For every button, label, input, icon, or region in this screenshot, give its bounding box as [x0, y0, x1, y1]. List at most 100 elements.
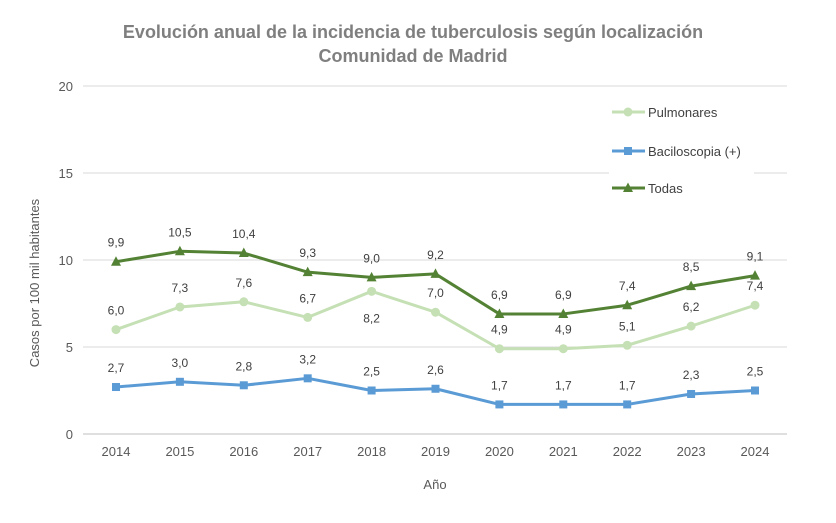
- data-label: 2,7: [108, 361, 125, 375]
- triangle-marker: [302, 266, 313, 277]
- data-label: 7,4: [747, 279, 764, 293]
- square-marker: [687, 389, 696, 398]
- data-label: 4,9: [491, 323, 508, 337]
- triangle-marker: [622, 299, 633, 310]
- y-axis-ticks: 0 5 10 15 20: [59, 79, 73, 442]
- square-marker: [431, 384, 440, 393]
- x-tick-label: 2015: [165, 444, 194, 459]
- series-lines: [111, 245, 760, 409]
- x-tick-label: 2022: [613, 444, 642, 459]
- data-labels: 6,0 7,3 7,6 6,7 8,2 7,0 4,9 4,9 5,1 6,2 7,4 2,7 3,0 2…: [108, 225, 764, 392]
- square-marker: [239, 381, 248, 390]
- square-marker: [751, 386, 759, 395]
- triangle-marker: [750, 270, 760, 280]
- data-label: 10,4: [232, 227, 256, 241]
- y-axis-title: Casos por 100 mil habitantes: [27, 198, 42, 367]
- x-tick-label: 2024: [741, 444, 770, 459]
- data-label: 7,0: [427, 286, 444, 300]
- legend-background: [609, 92, 754, 202]
- circle-marker: [558, 344, 568, 354]
- data-label: 7,3: [172, 281, 189, 295]
- data-label: 9,0: [363, 251, 380, 265]
- y-tick-label: 10: [59, 253, 73, 268]
- y-tick-label: 5: [66, 340, 73, 355]
- data-label: 9,2: [427, 248, 444, 262]
- triangle-marker: [430, 268, 441, 278]
- x-tick-label: 2020: [485, 444, 514, 459]
- square-marker: [112, 383, 120, 392]
- chart-title-line2: Comunidad de Madrid: [318, 46, 508, 66]
- x-tick-label: 2023: [677, 444, 706, 459]
- data-label: 6,9: [555, 288, 572, 302]
- data-label: 6,9: [491, 288, 508, 302]
- x-tick-label: 2014: [102, 444, 131, 459]
- circle-marker: [303, 312, 313, 322]
- legend-label: Baciloscopia (+): [648, 144, 741, 159]
- triangle-marker: [686, 280, 697, 291]
- legend-label: Todas: [648, 181, 683, 196]
- triangle-marker: [494, 308, 505, 318]
- data-label: 2,5: [363, 365, 380, 379]
- y-tick-label: 15: [59, 166, 73, 181]
- legend-label: Pulmonares: [648, 105, 718, 120]
- square-marker: [495, 400, 504, 409]
- circle-marker: [622, 340, 632, 350]
- data-label: 2,6: [427, 363, 444, 377]
- triangle-marker: [366, 271, 377, 282]
- data-label: 1,7: [491, 378, 508, 392]
- chart-title: Evolución anual de la incidencia de tube…: [0, 20, 826, 68]
- circle-marker: [494, 344, 504, 354]
- circle-marker: [111, 325, 121, 335]
- circle-marker: [367, 286, 377, 296]
- data-label: 2,5: [747, 365, 764, 379]
- x-tick-label: 2017: [293, 444, 322, 459]
- x-axis-title: Año: [423, 477, 446, 492]
- circle-marker: [239, 297, 249, 307]
- data-label: 3,0: [172, 356, 189, 370]
- square-marker: [303, 374, 312, 383]
- circle-marker: [750, 300, 760, 310]
- triangle-marker: [174, 245, 185, 256]
- data-label: 9,9: [108, 236, 125, 250]
- circle-marker: [175, 302, 185, 312]
- triangle-marker: [238, 247, 249, 258]
- circle-marker: [686, 321, 696, 331]
- square-marker: [623, 400, 632, 409]
- data-label: 7,4: [619, 279, 636, 293]
- data-label: 6,0: [108, 304, 125, 318]
- chart-title-line1: Evolución anual de la incidencia de tube…: [122, 22, 704, 42]
- square-marker: [559, 400, 568, 409]
- data-label: 4,9: [555, 323, 572, 337]
- triangle-marker: [111, 256, 121, 266]
- data-label: 8,2: [363, 311, 380, 325]
- data-label: 1,7: [619, 378, 636, 392]
- x-tick-label: 2019: [421, 444, 450, 459]
- square-marker: [175, 377, 184, 386]
- data-label: 8,5: [683, 260, 700, 274]
- data-label: 10,5: [168, 225, 192, 239]
- legend: Pulmonares Baciloscopia (+) Todas: [609, 92, 754, 202]
- square-marker: [367, 386, 376, 395]
- x-tick-label: 2018: [357, 444, 386, 459]
- data-label: 6,7: [299, 291, 316, 305]
- circle-marker: [431, 307, 440, 317]
- data-label: 6,2: [683, 300, 700, 314]
- data-label: 9,3: [299, 246, 316, 260]
- square-marker: [624, 147, 632, 155]
- x-tick-label: 2021: [549, 444, 578, 459]
- data-label: 9,1: [747, 250, 764, 264]
- y-tick-label: 0: [66, 427, 73, 442]
- x-tick-label: 2016: [229, 444, 258, 459]
- data-label: 2,8: [235, 359, 252, 373]
- data-label: 7,6: [235, 276, 252, 290]
- data-label: 1,7: [555, 378, 572, 392]
- data-label: 5,1: [619, 319, 636, 333]
- y-tick-label: 20: [59, 79, 73, 94]
- triangle-marker: [558, 308, 569, 318]
- circle-marker: [623, 107, 633, 117]
- gridlines: [83, 85, 787, 435]
- x-axis-ticks: 2014 2015 2016 2017 2018 2019 2020 2021 2022 2023…: [102, 444, 770, 459]
- triangle-marker: [623, 182, 633, 192]
